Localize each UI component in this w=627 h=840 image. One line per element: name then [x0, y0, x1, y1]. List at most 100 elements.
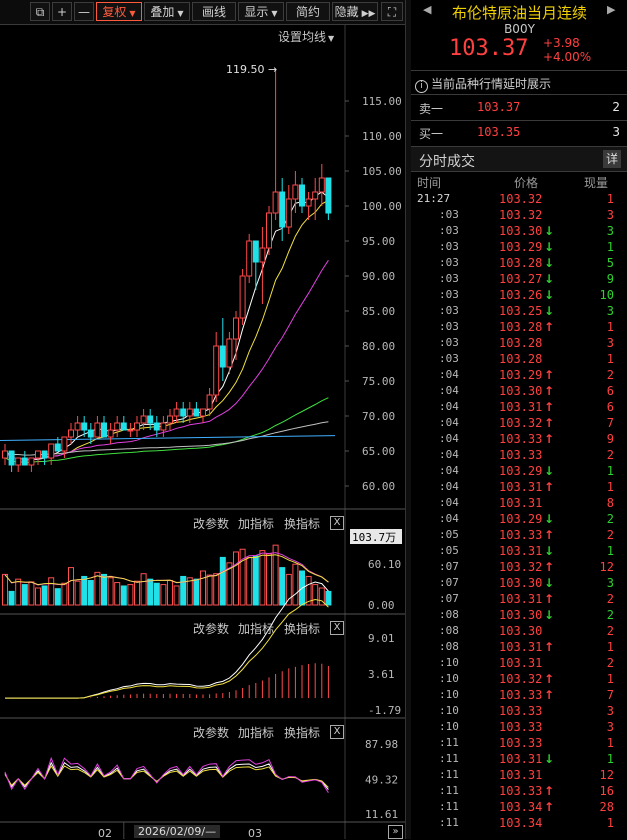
candle-body — [292, 184, 299, 200]
tick-time: :03 — [439, 272, 459, 285]
detail-button[interactable]: 详 — [603, 150, 621, 168]
candle-body — [186, 408, 193, 417]
arrow-down-icon: ↓ — [544, 256, 555, 270]
tick-row: :04 103.32 ↑ 7 — [411, 415, 627, 431]
volume-bar — [114, 582, 121, 606]
kdj-close-icon[interactable]: X — [330, 725, 344, 739]
tick-time: :11 — [439, 800, 459, 813]
volume-bar — [167, 580, 173, 606]
tick-price: 103.33 — [499, 688, 543, 702]
kdj-switch-indicator[interactable]: 换指标 — [284, 726, 321, 740]
tick-time: :04 — [439, 400, 459, 413]
kdj-add-indicator[interactable]: 加指标 — [238, 726, 275, 740]
tick-row: :10 103.31 2 — [411, 655, 627, 671]
price-change: +3.98 — [543, 36, 580, 50]
macd-add-indicator[interactable]: 加指标 — [238, 622, 275, 636]
volume-bar — [107, 577, 114, 606]
overlay-dropdown[interactable]: 叠加 ▼ — [144, 2, 190, 21]
tick-price: 103.29 — [499, 464, 543, 478]
candle-body — [68, 429, 74, 438]
splitter-handle[interactable] — [405, 0, 411, 839]
vol-tick-label: 103.7万 — [352, 531, 396, 544]
candle-body — [2, 450, 8, 459]
next-arrow-icon[interactable]: ▶ — [607, 3, 616, 16]
tick-price: 103.33 — [499, 720, 543, 734]
tick-row: :08 103.30 ↓ 2 — [411, 607, 627, 623]
tick-row: :11 103.31 12 — [411, 767, 627, 783]
vol-switch-indicator[interactable]: 换指标 — [284, 517, 321, 531]
tick-time: :04 — [439, 480, 459, 493]
price-tick-label: 105.00 — [362, 165, 402, 178]
volume-bar — [120, 585, 127, 606]
kline-svg[interactable]: 115.00 110.00 105.00 100.00 95.00 90.00 85.00 8… — [0, 25, 405, 839]
hide-button[interactable]: 隐藏 ▶▶ — [332, 2, 378, 21]
zoom-in-button[interactable]: + — [52, 2, 72, 21]
volume-bar — [292, 563, 299, 606]
tick-time: :08 — [439, 608, 459, 621]
draw-line-button[interactable]: 画线 — [192, 2, 236, 21]
candle-body — [239, 275, 246, 319]
candle-body — [87, 429, 94, 438]
tick-volume: 3 — [606, 576, 614, 590]
price-change-pct: +4.00% — [543, 50, 592, 64]
candle-body — [246, 240, 253, 277]
candle-body — [173, 408, 180, 417]
candle-body — [299, 184, 305, 207]
tick-volume: 3 — [606, 336, 614, 350]
arrow-up-icon: ↑ — [544, 592, 555, 606]
vol-close-icon[interactable]: X — [330, 516, 344, 530]
candle-body — [305, 198, 312, 207]
zoom-out-button[interactable]: — — [74, 2, 94, 21]
vol-add-indicator[interactable]: 加指标 — [238, 517, 275, 531]
tick-row: :03 103.29 ↓ 1 — [411, 239, 627, 255]
scroll-right-icon[interactable]: » — [388, 825, 403, 839]
arrow-down-icon: ↓ — [544, 464, 555, 478]
kdj-change-param[interactable]: 改参数 — [193, 726, 230, 740]
tick-price: 103.34 — [499, 800, 543, 814]
tick-volume: 9 — [606, 432, 614, 446]
tick-time: :04 — [439, 512, 459, 525]
candle-body — [101, 422, 107, 438]
simple-mode-button[interactable]: 简约 — [286, 2, 330, 21]
volume-bar — [28, 581, 35, 606]
volume-bar — [21, 584, 28, 606]
candle-body — [41, 450, 48, 459]
macd-close-icon[interactable]: X — [330, 621, 344, 635]
ticks-list[interactable]: 21:27 103.32 1:03 103.32 3:03 103.30 ↓ 3:03 103.… — [411, 191, 627, 839]
tick-volume: 2 — [606, 656, 614, 670]
candle-body — [167, 415, 173, 424]
fullscreen-button[interactable]: ⛶ — [381, 2, 403, 21]
tick-time: :05 — [439, 544, 459, 557]
tick-time: :04 — [439, 464, 459, 477]
tick-volume: 1 — [606, 672, 614, 686]
volume-bar — [147, 578, 154, 606]
arrow-up-icon: ↑ — [544, 432, 555, 446]
tick-volume: 2 — [606, 512, 614, 526]
arrow-down-icon: ↓ — [544, 544, 555, 558]
display-dropdown[interactable]: 显示 ▼ — [238, 2, 284, 21]
tick-volume: 12 — [599, 560, 614, 574]
window-restore-button[interactable]: ⧉ — [30, 2, 50, 21]
tick-time: :03 — [439, 320, 459, 333]
price-tick-label: 60.00 — [362, 480, 395, 493]
volume-bar — [41, 585, 48, 606]
candle-body — [312, 191, 319, 200]
tick-row: :04 103.33 2 — [411, 447, 627, 463]
macd-change-param[interactable]: 改参数 — [193, 622, 230, 636]
tick-volume: 2 — [606, 592, 614, 606]
candle-body — [233, 317, 239, 340]
kline-chart-area[interactable]: 115.00 110.00 105.00 100.00 95.00 90.00 85.00 8… — [0, 25, 405, 840]
ma-line — [4, 260, 329, 461]
arrow-up-icon: ↑ — [544, 528, 555, 542]
chevron-down-icon: ▼ — [177, 9, 184, 18]
tick-price: 103.31 — [499, 496, 543, 510]
ask-price: 103.37 — [477, 100, 521, 114]
volume-bar — [233, 551, 239, 606]
vol-change-param[interactable]: 改参数 — [193, 517, 230, 531]
fuquan-dropdown[interactable]: 复权 ▼ — [96, 2, 142, 21]
ma-setting-button[interactable]: 设置均线 ▼ — [278, 30, 335, 44]
prev-arrow-icon[interactable]: ◀ — [423, 3, 432, 16]
tick-time: :03 — [439, 240, 459, 253]
macd-switch-indicator[interactable]: 换指标 — [284, 622, 321, 636]
arrow-up-icon: ↑ — [544, 560, 555, 574]
